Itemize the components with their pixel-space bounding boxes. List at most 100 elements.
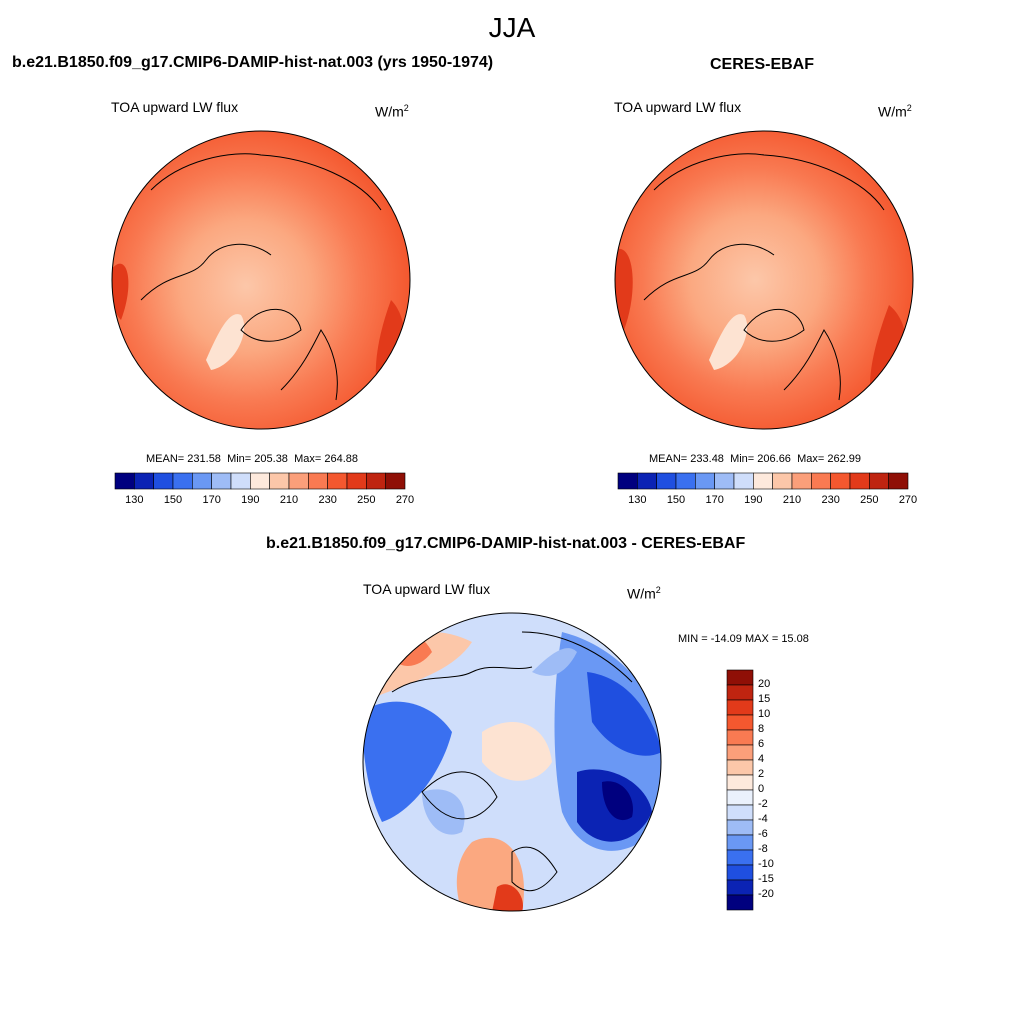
panel-diff-stats: MIN = -14.09 MAX = 15.08 <box>678 633 809 645</box>
panel-diff-title: b.e21.B1850.f09_g17.CMIP6-DAMIP-hist-nat… <box>266 535 746 552</box>
colorbar-tick-label: -15 <box>758 873 774 885</box>
map-border <box>362 612 662 912</box>
colorbar-tick-label: 230 <box>821 494 840 506</box>
colorbar-tick-label: -2 <box>758 798 768 810</box>
colorbar-swatch <box>617 472 638 490</box>
warm-patch <box>112 263 129 320</box>
colorbar-model-ticks: 130 150 170 190 210 230 250 270 <box>115 494 414 508</box>
colorbar-swatch <box>675 472 696 490</box>
colorbar-swatch <box>811 472 831 490</box>
colorbar-tick-label: 150 <box>163 494 183 506</box>
colorbar-tick-label: 6 <box>758 738 765 750</box>
warm-patch <box>615 248 633 330</box>
pos-anomaly <box>492 884 523 911</box>
colorbar-swatch <box>327 472 348 490</box>
colorbar-tick-label: 270 <box>898 494 918 506</box>
colorbar-swatch <box>772 472 793 490</box>
panel-obs-stats: MEAN= 233.48 Min= 206.66 Max= 262.99 <box>649 453 861 465</box>
colorbar-swatch <box>726 834 754 851</box>
neg-anomaly <box>532 648 577 676</box>
colorbar-swatch <box>726 744 754 761</box>
coastline-canada <box>391 666 533 693</box>
colorbar-diff-ticks: 20 15 10 8 6 4 2 0 -2 -4 -6 -8 -10 -15 -20 <box>758 670 798 910</box>
colorbar-tick-label: 150 <box>666 494 686 506</box>
neg-anomaly <box>422 789 465 835</box>
colorbar-swatch <box>346 472 367 490</box>
colorbar-tick-label: 15 <box>758 693 771 705</box>
colorbar-swatch <box>726 804 754 821</box>
colorbar-tick-label: -8 <box>758 843 768 855</box>
colorbar-swatch <box>753 472 773 490</box>
coastline-europe <box>783 329 841 401</box>
greenland-coast <box>240 308 302 342</box>
colorbar-swatch <box>888 472 909 490</box>
coastline-canada <box>643 243 775 301</box>
colorbar-swatch <box>366 472 386 490</box>
coastline-europe <box>280 329 338 401</box>
colorbar-swatch <box>211 472 232 490</box>
colorbar-tick-label: 0 <box>758 783 765 795</box>
colorbar-tick-label: 190 <box>744 494 763 506</box>
colorbar-diff <box>726 669 754 911</box>
colorbar-tick-label: 230 <box>318 494 337 506</box>
panel-model-title: b.e21.B1850.f09_g17.CMIP6-DAMIP-hist-nat… <box>12 54 494 71</box>
colorbar-swatch <box>726 714 754 731</box>
colorbar-obs <box>617 472 909 490</box>
neg-anomaly <box>363 701 452 822</box>
colorbar-swatch <box>791 472 812 490</box>
colorbar-tick-label: 130 <box>628 494 647 506</box>
map-border <box>111 130 411 430</box>
colorbar-swatch <box>849 472 870 490</box>
colorbar-swatch <box>656 472 677 490</box>
panel-obs-variable: TOA upward LW flux <box>614 99 742 115</box>
colorbar-swatch <box>726 849 754 866</box>
panel-model-stats: MEAN= 231.58 Min= 205.38 Max= 264.88 <box>146 453 358 465</box>
map-diff <box>362 612 662 912</box>
colorbar-tick-label: -6 <box>758 828 768 840</box>
colorbar-tick-label: -4 <box>758 813 768 825</box>
colorbar-swatch <box>695 472 715 490</box>
colorbar-tick-label: 130 <box>125 494 144 506</box>
colorbar-tick-label: 170 <box>705 494 724 506</box>
pos-anomaly <box>482 722 552 781</box>
colorbar-swatch <box>726 699 754 716</box>
colorbar-swatch <box>726 894 754 911</box>
map-border <box>614 130 914 430</box>
colorbar-tick-label: 270 <box>395 494 415 506</box>
greenland-coast <box>743 308 805 342</box>
colorbar-swatch <box>230 472 251 490</box>
coastline-canada <box>140 243 272 301</box>
colorbar-tick-label: 4 <box>758 753 765 765</box>
colorbar-swatch <box>726 669 754 686</box>
colorbar-swatch <box>726 759 754 776</box>
colorbar-swatch <box>726 789 754 806</box>
colorbar-swatch <box>637 472 657 490</box>
season-title: JJA <box>488 12 536 43</box>
colorbar-tick-label: 170 <box>202 494 221 506</box>
panel-diff-variable: TOA upward LW flux <box>363 581 491 597</box>
colorbar-tick-label: 250 <box>860 494 879 506</box>
neg-anomaly <box>602 781 633 821</box>
colorbar-tick-label: 250 <box>357 494 376 506</box>
colorbar-swatch <box>172 472 193 490</box>
colorbar-tick-label: 210 <box>279 494 299 506</box>
colorbar-tick-label: 10 <box>758 708 771 720</box>
colorbar-obs-ticks: 130 150 170 190 210 230 250 270 <box>618 494 917 508</box>
coastline-north <box>521 631 633 683</box>
colorbar-tick-label: -20 <box>758 888 774 900</box>
panel-diff-units: W/m2 <box>627 585 661 602</box>
panel-obs-units: W/m2 <box>878 103 912 120</box>
colorbar-swatch <box>726 819 754 836</box>
colorbar-swatch <box>385 472 406 490</box>
greenland-patch <box>709 314 748 370</box>
neg-anomaly <box>587 672 661 756</box>
colorbar-swatch <box>726 864 754 881</box>
panel-model-units: W/m2 <box>375 103 409 120</box>
colorbar-swatch <box>714 472 735 490</box>
panel-obs-title: CERES-EBAF <box>710 56 815 73</box>
colorbar-tick-label: 2 <box>758 768 765 780</box>
colorbar-swatch <box>114 472 135 490</box>
colorbar-swatch <box>250 472 270 490</box>
colorbar-model <box>114 472 406 490</box>
colorbar-tick-label: -10 <box>758 858 774 870</box>
